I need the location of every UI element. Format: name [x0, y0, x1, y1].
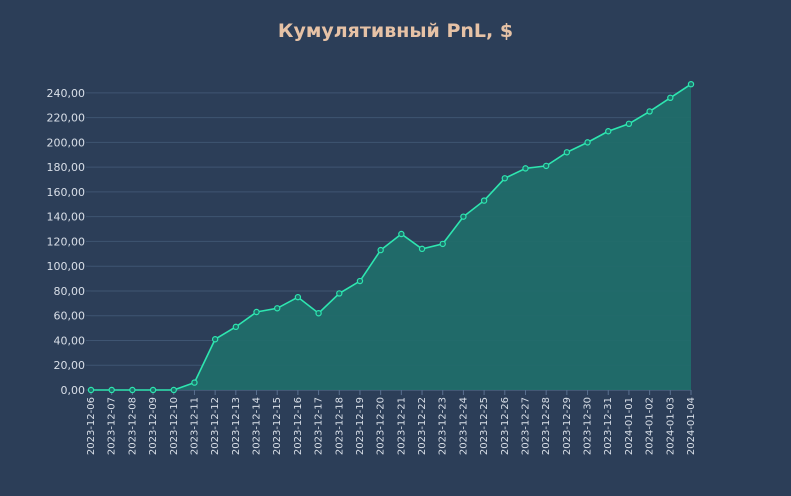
data-point	[480, 197, 488, 204]
x-tick-label: 2023-12-30	[583, 397, 594, 455]
y-tick-label: 20,00	[54, 359, 86, 372]
x-tick-label: 2023-12-26	[500, 397, 511, 455]
x-tick-label: 2023-12-10	[169, 397, 180, 455]
data-point	[108, 386, 115, 394]
y-tick-label: 40,00	[54, 334, 86, 347]
x-axis-ticks: 2023-12-06 2023-12-07 2023-12-08 2023-12-09…	[86, 397, 697, 455]
x-tick-label: 2023-12-07	[107, 397, 118, 455]
data-point	[522, 165, 529, 172]
x-tick-label: 2023-12-11	[189, 397, 200, 455]
data-point	[584, 139, 591, 146]
x-tick-label: 2023-12-08	[127, 397, 138, 455]
x-tick-label: 2024-01-02	[645, 397, 656, 455]
x-tick-label: 2023-12-16	[293, 397, 304, 455]
y-tick-label: 120,00	[47, 235, 86, 248]
x-tick-label: 2023-12-29	[562, 397, 573, 455]
y-tick-label: 220,00	[47, 112, 86, 125]
data-point	[170, 386, 177, 394]
x-tick-label: 2023-12-17	[314, 397, 325, 455]
data-point	[563, 149, 571, 156]
x-tick-label: 2023-12-24	[458, 397, 469, 455]
data-point	[605, 128, 612, 135]
x-tick-label: 2023-12-19	[355, 397, 366, 455]
y-tick-label: 140,00	[47, 211, 86, 224]
y-tick-label: 100,00	[47, 260, 86, 273]
x-tick-label: 2023-12-12	[210, 397, 221, 455]
data-point	[211, 336, 219, 343]
data-point	[294, 293, 302, 301]
y-tick-label: 180,00	[47, 161, 86, 174]
y-axis-ticks: 0,00 20,00 40,00 60,00 80,00 100,00 120,00 140,…	[47, 87, 86, 397]
data-point	[439, 240, 446, 248]
x-tick-label: 2023-12-18	[334, 397, 345, 455]
data-point	[377, 246, 384, 254]
x-tick-label: 2023-12-09	[148, 397, 159, 455]
y-tick-label: 160,00	[47, 186, 86, 199]
x-tick-label: 2023-12-21	[396, 397, 407, 455]
data-point	[129, 386, 136, 394]
data-point	[232, 323, 240, 331]
data-point	[87, 386, 95, 394]
x-tick-label: 2023-12-28	[541, 397, 552, 455]
x-tick-label: 2023-12-31	[603, 397, 614, 455]
series-line	[91, 83, 692, 391]
data-point	[356, 277, 364, 285]
data-point	[191, 379, 198, 386]
y-tick-label: 200,00	[47, 136, 86, 149]
x-tick-label: 2023-12-14	[252, 397, 263, 455]
data-point	[667, 94, 674, 102]
data-point	[418, 245, 426, 253]
area-fill-layer	[91, 84, 691, 390]
y-tick-label: 60,00	[54, 310, 86, 323]
x-tick-label: 2023-12-22	[417, 397, 428, 455]
data-point	[253, 308, 260, 316]
data-point	[687, 80, 695, 88]
x-tick-label: 2023-12-23	[438, 397, 449, 455]
series-line-layer	[91, 83, 692, 391]
x-tick-label: 2023-12-27	[520, 397, 531, 455]
y-tick-label: 240,00	[47, 87, 86, 100]
x-tick-label: 2024-01-01	[624, 397, 635, 455]
y-tick-label: 80,00	[54, 285, 86, 298]
data-point	[274, 305, 281, 312]
data-point	[149, 386, 157, 394]
x-tick-label: 2023-12-13	[231, 397, 242, 455]
data-point	[542, 162, 550, 170]
data-point	[460, 213, 467, 220]
data-point	[501, 175, 508, 182]
x-tick-label: 2023-12-25	[479, 397, 490, 455]
x-tick-label: 2024-01-03	[665, 397, 676, 455]
series-area	[91, 84, 691, 390]
data-point	[336, 290, 343, 297]
data-point	[315, 310, 322, 317]
data-point	[646, 108, 653, 115]
y-tick-label: 0,00	[61, 384, 86, 397]
data-point	[398, 230, 405, 238]
data-points	[87, 80, 695, 394]
x-tick-label: 2023-12-20	[376, 397, 387, 455]
x-tick-label: 2023-12-15	[272, 397, 283, 455]
chart-title: Кумулятивный PnL, $	[277, 20, 514, 42]
x-tick-label: 2024-01-04	[686, 397, 697, 455]
x-tick-label: 2023-12-06	[86, 397, 97, 455]
data-point	[625, 120, 633, 128]
